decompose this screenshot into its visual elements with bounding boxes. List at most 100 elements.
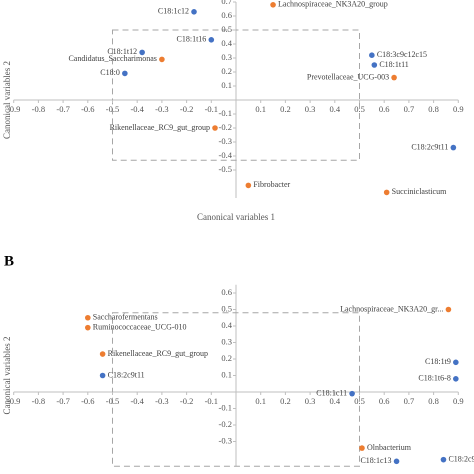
- y-axis-title: Canonical variables 2: [2, 61, 12, 139]
- point: [245, 182, 252, 189]
- x-tick-label: -0.1: [205, 396, 218, 406]
- x-tick-label: 0.9: [453, 104, 464, 114]
- x-tick-label: 0.7: [404, 104, 415, 114]
- point: [453, 359, 459, 366]
- y-tick-label: 0.3: [221, 336, 232, 346]
- point-label: C18:0: [100, 68, 120, 77]
- x-tick-label: 0.2: [280, 396, 291, 406]
- y-tick-label: 0.1: [221, 80, 232, 90]
- point: [85, 314, 91, 321]
- y-tick-label: 0.2: [221, 353, 232, 363]
- point-label: Lachnospiraceae_NK3A20_gr...: [340, 304, 443, 313]
- point-label: Candidatus_Saccharimonas: [68, 54, 156, 63]
- x-tick-label: 0.4: [329, 396, 340, 406]
- y-tick-label: -0.3: [219, 136, 232, 146]
- point-label: Olnbacterium: [367, 443, 412, 452]
- x-tick-label: -0.6: [81, 396, 94, 406]
- point-label: C18:2c9t11: [411, 142, 448, 151]
- x-tick-label: 0.3: [305, 104, 316, 114]
- x-tick-label: -0.8: [32, 396, 45, 406]
- y-tick-label: -0.5: [219, 164, 232, 174]
- point: [99, 351, 106, 357]
- y-tick-label: -0.3: [219, 435, 232, 445]
- point: [445, 306, 452, 313]
- x-tick-label: 0.8: [428, 396, 439, 406]
- x-tick-label: -0.2: [180, 104, 193, 114]
- y-tick-label: 0.6: [221, 287, 232, 297]
- point-label: C18:2c9t11: [108, 370, 145, 379]
- y-tick-label: 0.5: [221, 24, 232, 34]
- x-tick-label: 0.8: [428, 104, 439, 114]
- point: [208, 37, 215, 43]
- x-axis-title: Canonical variables 1: [197, 212, 275, 222]
- point: [369, 52, 375, 58]
- point-label: Ruminococcaceae_UCG-010: [93, 322, 187, 331]
- point-label: C18:1t6-8: [418, 374, 450, 383]
- point-label: C18:3c9c12c15: [377, 50, 427, 59]
- x-tick-label: -0.1: [205, 104, 218, 114]
- x-tick-label: -0.9: [7, 396, 20, 406]
- point-label: C18:1c13: [360, 456, 391, 465]
- x-tick-label: 0.1: [255, 396, 266, 406]
- x-tick-label: 0.1: [255, 104, 266, 114]
- y-tick-label: -0.1: [219, 402, 232, 412]
- point-label: Rikenellaceae_RC9_gut_group: [110, 123, 210, 132]
- y-tick-label: -0.2: [219, 419, 232, 429]
- point: [139, 49, 145, 56]
- y-axis-title: Canonical variables 2: [2, 337, 12, 415]
- y-tick-label: 0.6: [221, 10, 232, 20]
- point-label: Saccharofermentans: [93, 313, 158, 322]
- x-tick-label: 0.4: [329, 104, 340, 114]
- y-tick-label: 0.4: [221, 320, 232, 330]
- x-tick-label: -0.3: [155, 396, 168, 406]
- x-tick-label: -0.7: [56, 396, 69, 406]
- point: [391, 74, 397, 81]
- point: [393, 458, 400, 465]
- point: [359, 445, 365, 451]
- x-tick-label: -0.9: [7, 104, 20, 114]
- x-tick-label: -0.5: [106, 104, 119, 114]
- x-tick-label: 0.5: [354, 104, 365, 114]
- point: [212, 125, 218, 131]
- x-tick-label: -0.4: [130, 396, 144, 406]
- reference-box: [112, 29, 360, 161]
- point: [99, 372, 106, 379]
- point-label: C18:1t12: [107, 47, 137, 56]
- point: [85, 324, 91, 331]
- point: [371, 62, 378, 68]
- point: [191, 9, 197, 15]
- y-tick-label: -0.2: [219, 122, 232, 132]
- y-tick-label: 0.2: [221, 66, 232, 76]
- x-tick-label: 0.9: [453, 396, 464, 406]
- point-label: C18:1t16: [177, 35, 207, 44]
- point-label: C18:1t9: [425, 357, 451, 366]
- point: [122, 70, 128, 77]
- x-tick-label: -0.5: [106, 396, 119, 406]
- x-tick-label: -0.3: [155, 104, 168, 114]
- point: [349, 390, 355, 397]
- x-tick-label: -0.6: [81, 104, 94, 114]
- reference-box: [112, 312, 360, 467]
- y-tick-label: 0.7: [221, 0, 232, 6]
- point-label: C18:1c11: [316, 388, 347, 397]
- x-tick-label: -0.4: [130, 104, 144, 114]
- y-tick-label: 0.1: [221, 369, 232, 379]
- x-tick-label: 0.6: [379, 104, 390, 114]
- panel-label: B: [4, 253, 14, 269]
- point-label: C18:2c9c12: [448, 454, 474, 463]
- point: [270, 2, 276, 8]
- x-tick-label: 0.7: [404, 396, 415, 406]
- x-tick-label: 0.2: [280, 104, 291, 114]
- x-tick-label: 0.5: [354, 396, 365, 406]
- x-tick-label: -0.7: [56, 104, 69, 114]
- y-tick-label: 0.4: [221, 38, 232, 48]
- x-tick-label: 0.6: [379, 396, 390, 406]
- x-tick-label: -0.8: [32, 104, 45, 114]
- point: [383, 189, 390, 196]
- y-tick-label: -0.1: [219, 108, 232, 118]
- y-tick-label: -0.4: [219, 150, 233, 160]
- point-label: Rikenellaceae_RC9_gut_group: [108, 349, 208, 358]
- y-tick-label: 0.5: [221, 303, 232, 313]
- point-label: Prevotellaceae_UCG-003: [307, 72, 389, 81]
